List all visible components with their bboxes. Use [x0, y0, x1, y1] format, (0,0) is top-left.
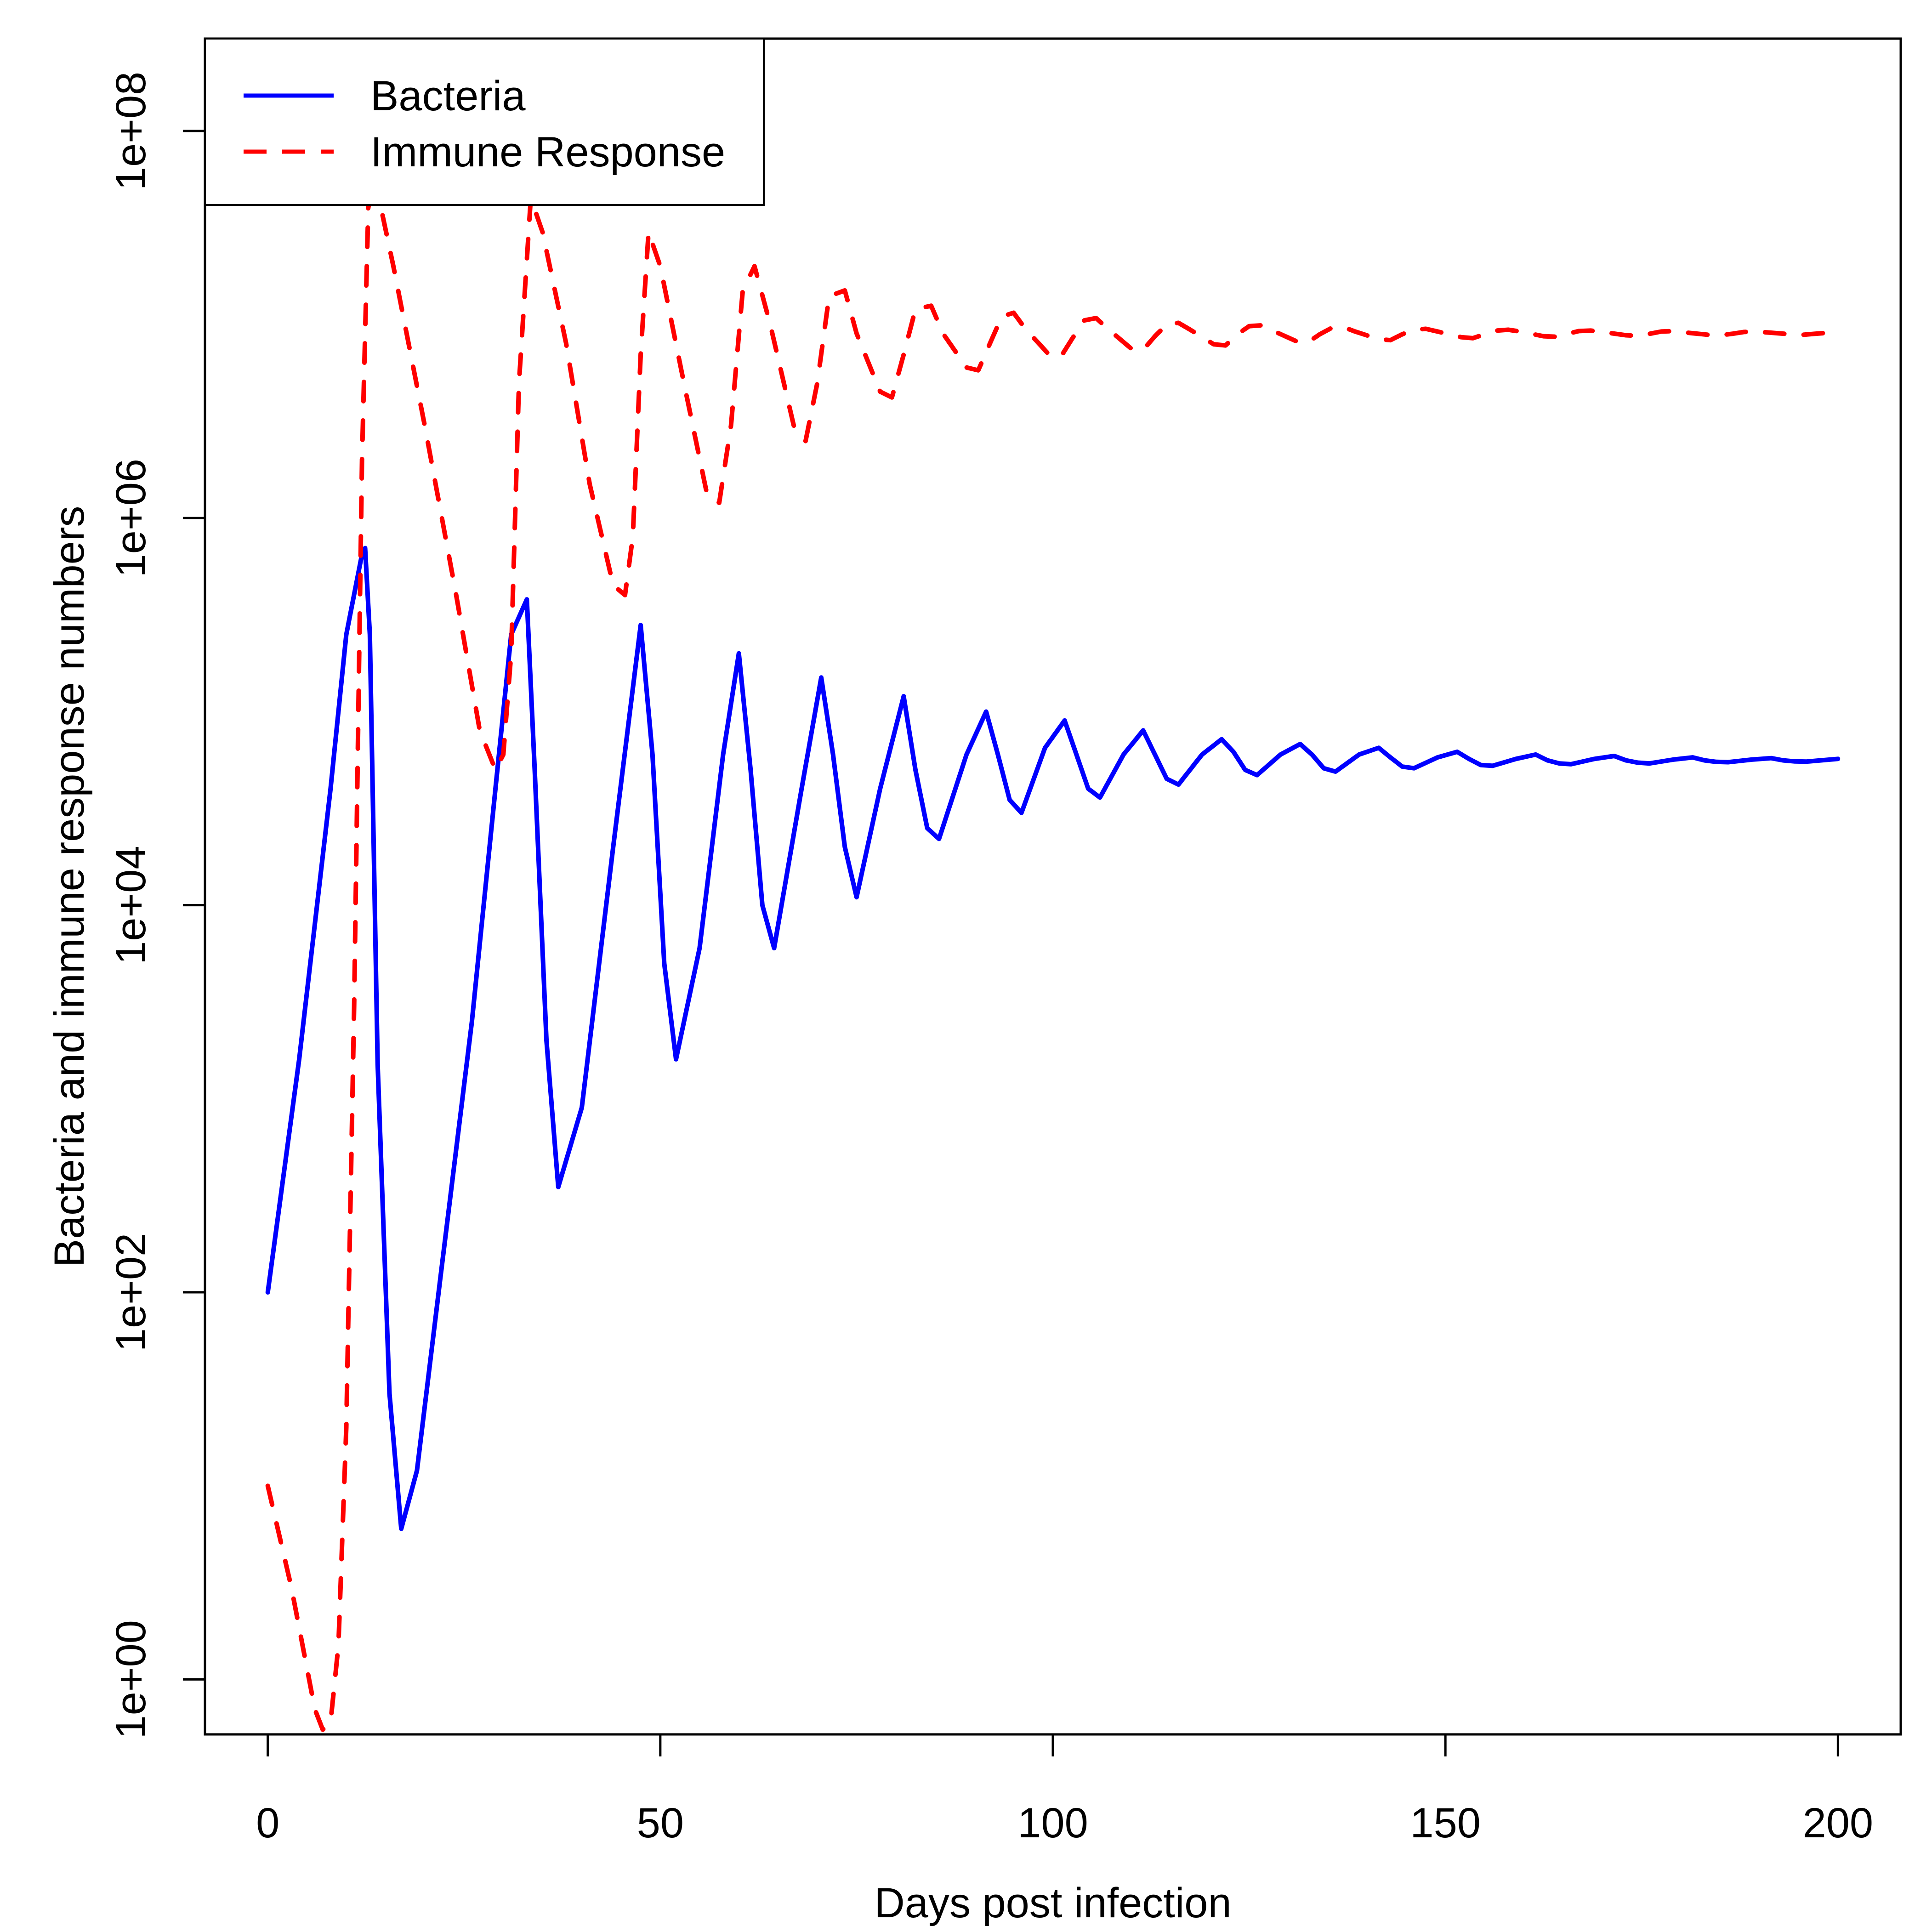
y-tick-label-1e-04: 1e+04	[108, 846, 154, 965]
series-layer	[265, 171, 1841, 1732]
x-tick-label-200: 200	[1803, 1800, 1874, 1847]
legend: Bacteria Immune Response	[204, 38, 765, 206]
series-line-bacteria	[265, 546, 1841, 1531]
y-tick-label-1e-06: 1e+06	[108, 459, 154, 577]
y-tick-label-1e-00: 1e+00	[108, 1620, 154, 1739]
x-axis-title: Days post infection	[874, 1880, 1231, 1926]
legend-label-immune-response: Immune Response	[370, 129, 725, 176]
x-tick-label-150: 150	[1410, 1800, 1481, 1847]
y-axis-title: Bacteria and immune response numbers	[46, 506, 93, 1267]
y-tick-label-1e-02: 1e+02	[108, 1233, 154, 1352]
y-axis: 1e+00 1e+02 1e+04 1e+06 1e+08	[108, 72, 206, 1739]
series-line-immune-response	[265, 171, 1841, 1732]
legend-label-bacteria: Bacteria	[370, 73, 526, 119]
y-tick-label-1e-08: 1e+08	[108, 72, 154, 190]
x-tick-label-50: 50	[637, 1800, 684, 1847]
x-axis: 0 50 100 150 200	[256, 1733, 1874, 1847]
x-tick-label-100: 100	[1017, 1800, 1088, 1847]
x-tick-label-0: 0	[256, 1800, 279, 1847]
legend-box	[204, 38, 765, 206]
